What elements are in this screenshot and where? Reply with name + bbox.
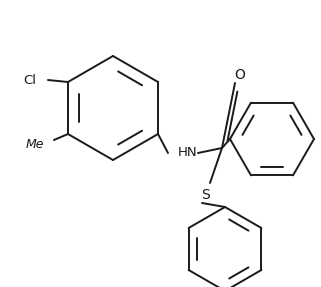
Text: O: O: [235, 68, 246, 82]
Text: HN: HN: [178, 146, 198, 160]
Text: Cl: Cl: [23, 73, 36, 86]
Text: S: S: [201, 188, 209, 202]
Text: Me: Me: [25, 137, 44, 150]
